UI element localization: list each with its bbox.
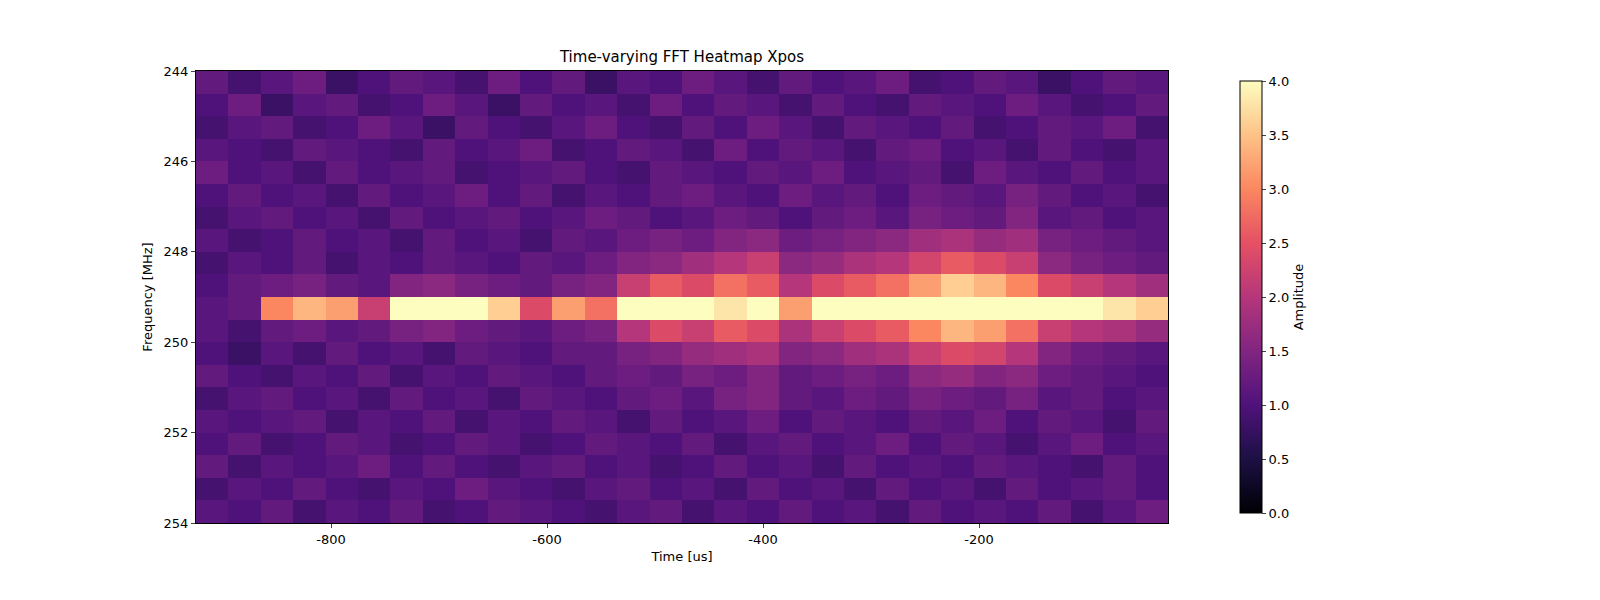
svg-text:Time [us]: Time [us]	[650, 549, 712, 564]
svg-text:250: 250	[164, 335, 189, 350]
svg-text:246: 246	[164, 154, 189, 169]
svg-text:-800: -800	[316, 532, 346, 547]
svg-text:-400: -400	[748, 532, 778, 547]
svg-text:1.5: 1.5	[1269, 344, 1290, 359]
svg-text:-600: -600	[532, 532, 562, 547]
svg-text:0.5: 0.5	[1269, 452, 1290, 467]
svg-text:0.0: 0.0	[1269, 506, 1290, 521]
svg-text:4.0: 4.0	[1269, 74, 1290, 89]
svg-text:3.0: 3.0	[1269, 182, 1290, 197]
svg-text:Amplitude: Amplitude	[1291, 264, 1306, 331]
svg-text:244: 244	[164, 64, 189, 79]
svg-text:2.0: 2.0	[1269, 290, 1290, 305]
svg-text:-200: -200	[964, 532, 994, 547]
svg-text:Frequency [MHz]: Frequency [MHz]	[140, 242, 155, 351]
svg-text:252: 252	[164, 425, 189, 440]
svg-text:1.0: 1.0	[1269, 398, 1290, 413]
svg-text:254: 254	[164, 516, 189, 531]
svg-text:2.5: 2.5	[1269, 236, 1290, 251]
svg-text:Time-varying FFT Heatmap Xpos: Time-varying FFT Heatmap Xpos	[559, 48, 804, 66]
svg-text:3.5: 3.5	[1269, 128, 1290, 143]
svg-text:248: 248	[164, 244, 189, 259]
